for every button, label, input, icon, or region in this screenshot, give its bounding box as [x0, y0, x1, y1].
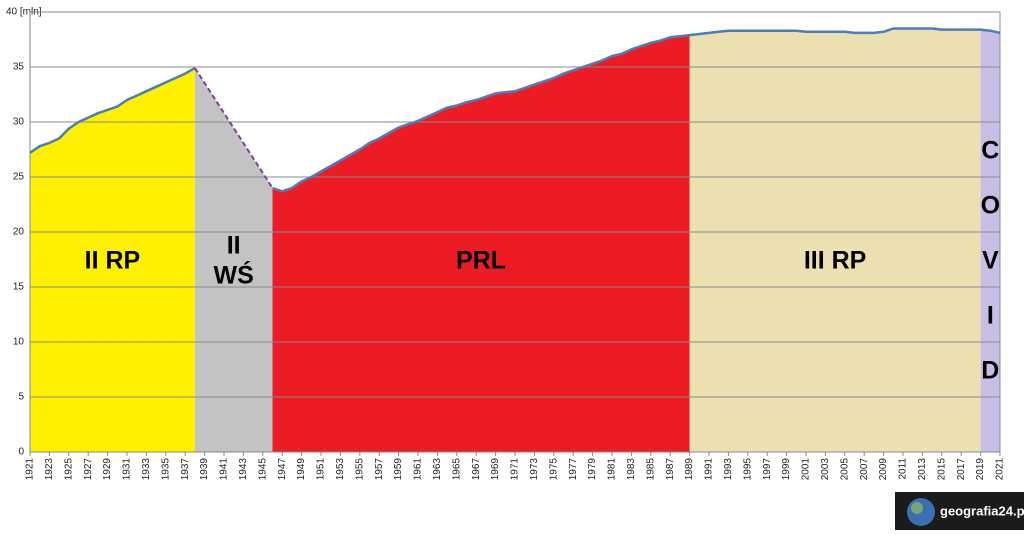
- x-tick-label: 1963: [432, 458, 443, 481]
- x-tick-label: 1927: [83, 458, 94, 481]
- x-tick-label: 1997: [762, 458, 773, 481]
- x-tick-label: 1933: [141, 458, 152, 481]
- x-tick-label: 1941: [219, 458, 230, 481]
- x-tick-label: 1983: [626, 458, 637, 481]
- y-tick-label: 10: [13, 337, 25, 348]
- y-tick-label: 5: [18, 392, 24, 403]
- x-tick-label: 1973: [529, 458, 540, 481]
- globe-land: [911, 502, 923, 514]
- x-tick-label: 1985: [645, 458, 656, 481]
- y-tick-label: 25: [13, 172, 25, 183]
- x-tick-label: 1959: [393, 458, 404, 481]
- x-tick-label: 2017: [956, 458, 967, 481]
- x-tick-label: 1957: [374, 458, 385, 481]
- x-tick-label: 2009: [878, 458, 889, 481]
- population-line: [272, 27, 1001, 193]
- x-tick-label: 1975: [548, 458, 559, 481]
- period-area: [194, 68, 273, 452]
- x-tick-label: 1921: [25, 458, 36, 481]
- watermark: geografia24.pl: [895, 492, 1024, 530]
- x-tick-label: 1935: [160, 458, 171, 481]
- y-tick-label: 0: [18, 447, 24, 458]
- x-tick-label: 1939: [199, 458, 210, 481]
- x-tick-label: 2013: [917, 458, 928, 481]
- x-tick-label: 1955: [354, 458, 365, 481]
- x-tick-label: 2019: [975, 458, 986, 481]
- x-tick-label: 1961: [413, 458, 424, 481]
- period-label: II RP: [85, 247, 141, 275]
- x-tick-label: 1993: [723, 458, 734, 481]
- x-tick-label: 1995: [742, 458, 753, 481]
- x-tick-label: 1999: [781, 458, 792, 481]
- period-label: II: [227, 232, 241, 260]
- population-line: [29, 67, 196, 154]
- period-area: [980, 29, 1000, 452]
- x-tick-label: 1923: [44, 458, 55, 481]
- x-tick-label: 1949: [296, 458, 307, 481]
- x-tick-label: 2015: [936, 458, 947, 481]
- x-tick-label: 1965: [451, 458, 462, 481]
- period-label: I: [987, 302, 994, 330]
- y-tick-label: 20: [13, 227, 25, 238]
- x-tick-label: 1981: [607, 458, 618, 481]
- x-tick-label: 1989: [684, 458, 695, 481]
- x-tick-label: 2011: [898, 458, 909, 480]
- period-label: WŚ: [214, 260, 254, 290]
- x-tick-label: 1971: [510, 458, 521, 481]
- x-tick-label: 1947: [277, 458, 288, 481]
- x-tick-label: 1967: [471, 458, 482, 481]
- x-tick-label: 2007: [859, 458, 870, 481]
- y-tick-label: 15: [13, 282, 25, 293]
- x-tick-label: 1931: [122, 458, 133, 481]
- period-label: PRL: [456, 247, 506, 275]
- x-tick-label: 1929: [102, 458, 113, 481]
- period-area: [30, 68, 195, 452]
- x-tick-label: 1987: [665, 458, 676, 481]
- x-tick-label: 1991: [704, 458, 715, 481]
- x-tick-label: 2001: [801, 458, 812, 481]
- x-tick-label: 2003: [820, 458, 831, 481]
- x-tick-label: 2005: [839, 458, 850, 481]
- x-tick-label: 1977: [568, 458, 579, 481]
- x-tick-label: 1979: [587, 458, 598, 481]
- period-area: [272, 35, 690, 452]
- period-label: V: [982, 247, 999, 275]
- x-tick-label: 1951: [316, 458, 327, 481]
- x-tick-label: 2021: [995, 458, 1006, 481]
- x-tick-label: 1969: [490, 458, 501, 481]
- y-tick-label: 35: [13, 62, 25, 73]
- x-tick-label: 1937: [180, 458, 191, 481]
- x-tick-label: 1953: [335, 458, 346, 481]
- watermark-text: geografia24.pl: [940, 503, 1024, 518]
- period-label: O: [981, 192, 1000, 220]
- y-tick-label: 40 [mln]: [6, 7, 42, 18]
- x-tick-label: 1925: [63, 458, 74, 481]
- x-tick-label: 1943: [238, 458, 249, 481]
- period-label: III RP: [804, 247, 867, 275]
- period-label: D: [981, 357, 999, 385]
- y-tick-label: 30: [13, 117, 25, 128]
- period-area: [689, 28, 981, 452]
- period-label: C: [981, 137, 999, 165]
- x-tick-label: 1945: [257, 458, 268, 481]
